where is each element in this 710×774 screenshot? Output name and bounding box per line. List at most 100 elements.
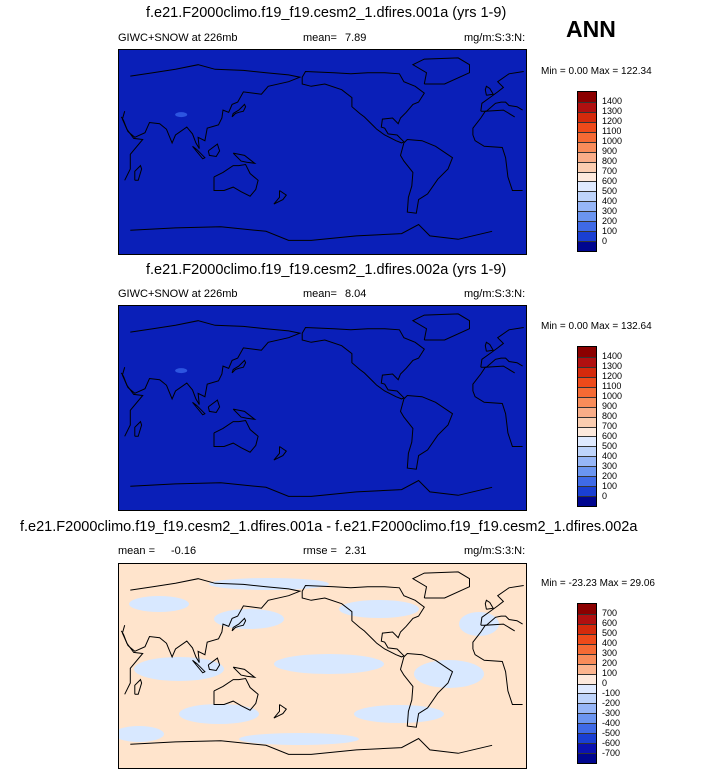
coastline-namerica: [301, 70, 425, 144]
colorbar-segment: [578, 713, 596, 724]
panel1-variable-label: GIWC+SNOW at 226mb: [118, 32, 238, 44]
colorbar-segment: [578, 466, 596, 477]
colorbar-segment: [578, 191, 596, 202]
coastline-indonesia1: [192, 659, 206, 674]
colorbar-tick-label: 1100: [602, 380, 622, 391]
panel2-colorbar: [577, 346, 597, 507]
panel3-rmse-label: rmse =: [303, 545, 337, 557]
colorbar-segment: [578, 101, 596, 112]
colorbar-tick-label: -300: [602, 708, 621, 719]
colorbar-segment: [578, 604, 596, 614]
colorbar-tick-label: 800: [602, 410, 618, 421]
coastline-nz: [273, 190, 288, 205]
colorbar-segment: [578, 201, 596, 212]
colorbar-tick-label: 300: [602, 461, 618, 472]
colorbar-tick-label: 1000: [602, 135, 623, 146]
coastline-madagascar: [134, 678, 143, 695]
coastline-uk: [484, 599, 495, 610]
colorbar-tick-label: 600: [602, 176, 618, 187]
colorbar-segment: [578, 623, 596, 634]
colorbar-tick-label: 700: [602, 166, 618, 176]
colorbar-tick-label: 1400: [602, 350, 623, 361]
colorbar-tick-label: 900: [602, 400, 618, 411]
anomaly-patch: [459, 612, 499, 636]
panel1-colorbar: [577, 91, 597, 252]
panel3-units: mg/m:S:3:N:: [464, 545, 526, 557]
colorbar-segment: [578, 743, 596, 754]
coastline-newguinea: [232, 408, 257, 421]
colorbar-tick-label: 0: [602, 678, 608, 688]
coastline-japan: [231, 359, 247, 374]
colorbar-tick-label: -500: [602, 728, 621, 739]
coastline-namerica: [301, 326, 425, 400]
colorbar-tick-label: 100: [602, 481, 618, 492]
coastline-namerica: [301, 584, 425, 658]
colorbar-segment: [578, 141, 596, 152]
panel2-map-field: [119, 306, 526, 510]
colorbar-tick-label: 600: [602, 617, 618, 628]
coastline-uk: [484, 85, 495, 96]
colorbar-segment: [578, 356, 596, 367]
anomaly-patch: [134, 657, 224, 681]
colorbar-segment: [578, 376, 596, 387]
panel2-minmax: Min = 0.00 Max = 132.64: [541, 321, 652, 332]
tibet-feature: [175, 368, 188, 374]
coastline-eurasia: [121, 64, 524, 149]
coastline-japan: [231, 617, 247, 632]
coastline-samerica: [399, 652, 454, 728]
colorbar-segment: [578, 366, 596, 377]
colorbar-tick-label: 400: [602, 196, 618, 207]
panel1-mean-label: mean=: [303, 32, 337, 44]
colorbar-segment: [578, 633, 596, 644]
colorbar-segment: [578, 703, 596, 714]
colorbar-tick-label: 1400: [602, 95, 623, 106]
coastline-nz: [273, 704, 288, 719]
panel1-map-field: [119, 50, 526, 254]
colorbar-segment: [578, 161, 596, 172]
colorbar-segment: [578, 733, 596, 744]
field-background: [119, 306, 526, 510]
coastline-africa: [120, 623, 523, 705]
panel2-mean-label: mean=: [303, 288, 337, 300]
colorbar-segment: [578, 221, 596, 232]
coastline-australia: [213, 419, 259, 453]
colorbar-tick-label: 300: [602, 206, 618, 217]
colorbar-tick-label: -100: [602, 688, 621, 699]
coastline-antarctica: [130, 223, 493, 241]
colorbar-segment: [578, 673, 596, 684]
panel3-colorbar: [577, 603, 597, 764]
coastline-indonesia2: [207, 143, 221, 158]
colorbar-tick-label: 300: [602, 647, 618, 658]
colorbar-tick-label: 200: [602, 471, 618, 482]
colorbar-segment: [578, 131, 596, 142]
coastline-greenland: [411, 571, 470, 599]
colorbar-tick-label: -200: [602, 698, 621, 709]
panel2-title: f.e21.F2000climo.f19_f19.cesm2_1.dfires.…: [146, 262, 507, 278]
anomaly-patch: [209, 578, 329, 590]
colorbar-tick-label: 600: [602, 431, 618, 442]
colorbar-segment: [578, 436, 596, 447]
panel3-mean-label: mean =: [118, 545, 155, 557]
panel1-minmax: Min = 0.00 Max = 122.34: [541, 66, 652, 77]
season-label: ANN: [566, 16, 616, 42]
colorbar-segment: [578, 663, 596, 674]
colorbar-segment: [578, 386, 596, 397]
colorbar-segment: [578, 496, 596, 506]
coastline-nz: [273, 446, 288, 461]
panel3-map: [118, 563, 527, 769]
coastline-indonesia2: [207, 657, 221, 672]
anomaly-patch: [414, 660, 484, 688]
tibet-feature: [175, 112, 188, 118]
colorbar-tick-label: -700: [602, 748, 621, 759]
colorbar-segment: [578, 613, 596, 624]
coastline-japan: [231, 103, 247, 118]
colorbar-segment: [578, 92, 596, 102]
colorbar-segment: [578, 653, 596, 664]
colorbar-segment: [578, 111, 596, 122]
anomaly-patch: [119, 726, 164, 742]
coastline-australia: [213, 163, 259, 197]
colorbar-segment: [578, 231, 596, 242]
panel3-rmse-value: 2.31: [345, 545, 367, 557]
colorbar-segment: [578, 446, 596, 457]
coastline-africa: [120, 109, 523, 191]
